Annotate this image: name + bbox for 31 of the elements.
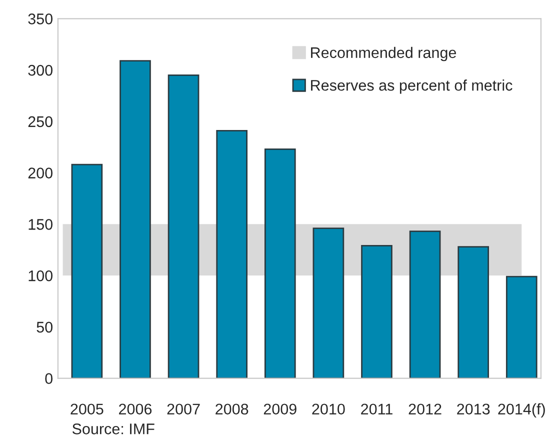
y-tick-label: 50	[36, 322, 53, 333]
x-tick-label: 2012	[408, 404, 442, 415]
bar	[71, 164, 103, 378]
x-tick-label: 2011	[361, 404, 392, 415]
y-tick-label: 250	[28, 116, 53, 128]
x-tick-label: 2014(f)	[498, 403, 545, 418]
x-tick-label: 2005	[70, 404, 104, 415]
x-tick-label: 2007	[167, 404, 200, 415]
source-note: Source: IMF	[72, 424, 154, 434]
y-tick-label: 100	[28, 270, 53, 282]
x-tick-label: 2010	[312, 404, 345, 415]
x-tick-label: 2006	[119, 404, 152, 415]
bar	[409, 230, 441, 378]
legend-label: Recommended range	[311, 46, 456, 62]
y-tick-label: 150	[28, 219, 53, 230]
x-tick-label: 2013	[457, 404, 490, 415]
bar	[361, 245, 392, 378]
y-tick-label: 300	[28, 64, 53, 76]
y-tick-label: 200	[28, 168, 53, 178]
y-tick-label: 0	[45, 373, 52, 384]
bar	[458, 246, 490, 378]
x-tick-label: 2009	[264, 404, 296, 415]
y-tick-label: 350	[28, 14, 53, 24]
x-tick-label: 2008	[216, 404, 248, 415]
bar	[168, 74, 200, 378]
bar	[120, 60, 151, 378]
bar	[216, 130, 248, 378]
bar	[506, 276, 538, 378]
legend-label: Reserves as percent of metric	[311, 80, 512, 94]
bar	[312, 228, 344, 378]
bar	[264, 148, 296, 378]
